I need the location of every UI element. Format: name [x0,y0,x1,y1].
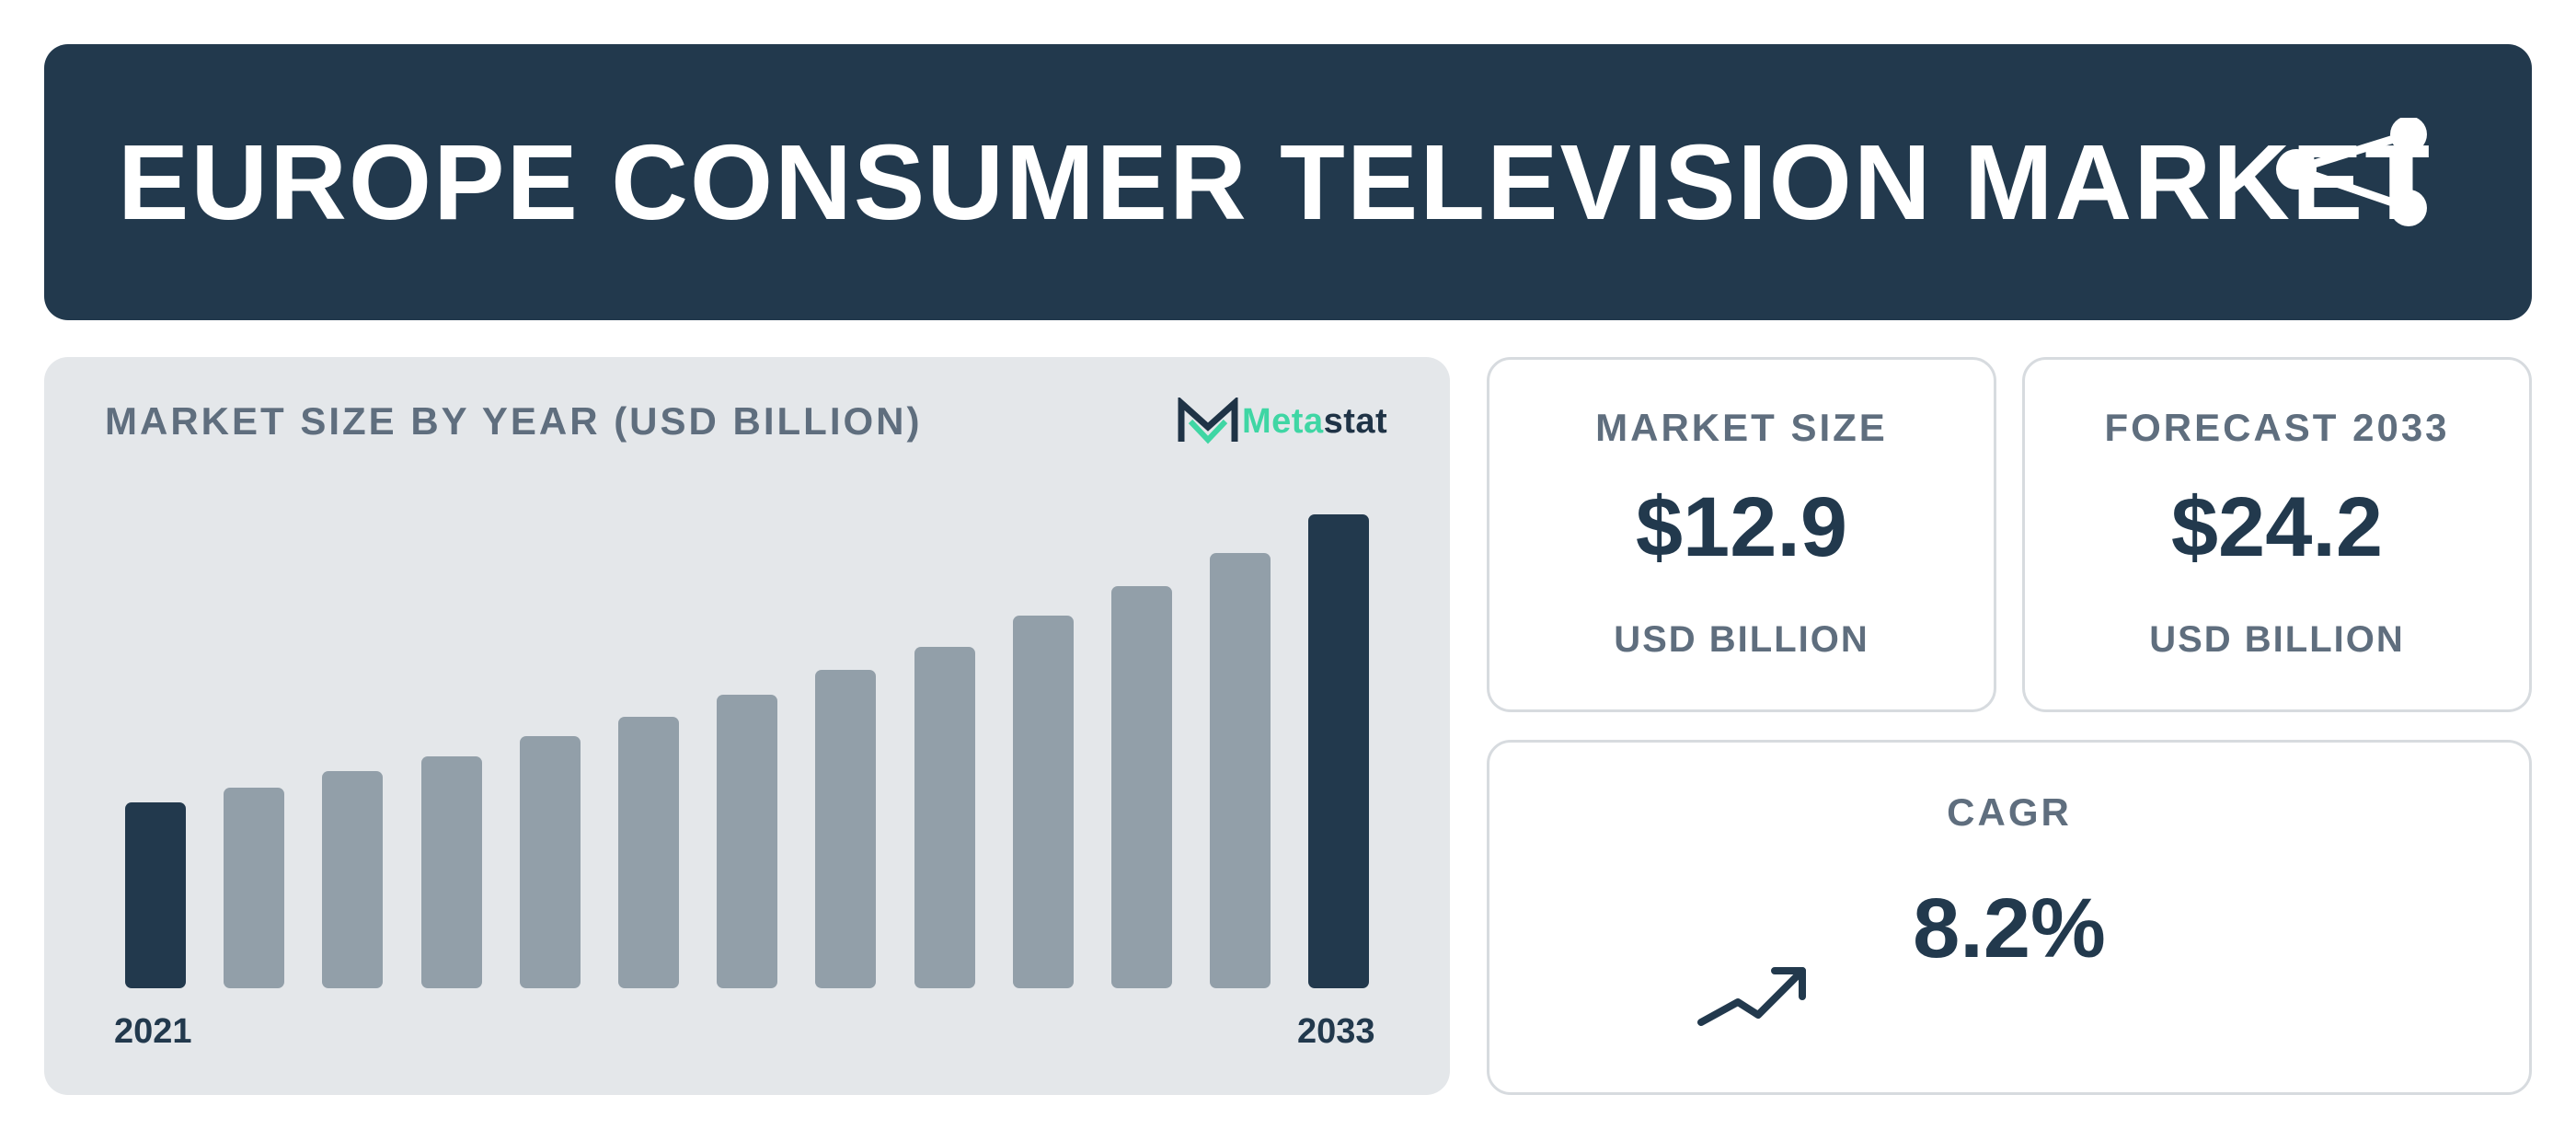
page-title: EUROPE CONSUMER TELEVISION MARKET [118,122,2432,242]
bar-series [44,357,1450,1095]
bar-2029 [914,647,975,988]
market-size-chart: MARKET SIZE BY YEAR (USD BILLION) Metast… [44,357,1450,1095]
forecast-label: FORECAST 2033 [2104,406,2450,449]
forecast-card: FORECAST 2033 $24.2 USD BILLION [2022,357,2532,712]
bar-2031 [1111,585,1172,988]
x-tick-label: 2021 [114,1012,192,1051]
bar-2027 [717,695,778,988]
metastat-m-logo [1178,398,1238,444]
logo-text-meta: Meta [1242,401,1324,441]
bar-2028 [815,670,877,988]
cagr-card: CAGR 8.2% [1487,740,2532,1095]
logo-text-stat: stat [1323,401,1388,441]
market-size-value: $12.9 [1635,480,1848,574]
bar-2024 [420,756,482,988]
bar-2021 [125,802,186,988]
cagr-label: CAGR [1947,790,2072,834]
forecast-value: $24.2 [2170,480,2384,574]
market-size-unit: USD BILLION [1614,619,1869,660]
bar-2032 [1210,552,1271,988]
x-tick-label: 2033 [1297,1012,1375,1051]
trend-up-icon [1697,967,1806,1026]
cagr-value: 8.2% [1913,882,2106,975]
market-size-card: MARKET SIZE $12.9 USD BILLION [1487,357,1996,712]
share-icon[interactable] [2271,118,2427,256]
market-size-label: MARKET SIZE [1595,406,1888,449]
bar-2022 [224,788,285,988]
forecast-unit: USD BILLION [2149,619,2405,660]
bar-2026 [618,716,679,988]
bar-2023 [322,771,384,988]
bar-2033 [1308,514,1370,988]
chart-title: MARKET SIZE BY YEAR (USD BILLION) [105,399,923,443]
bar-2025 [519,736,581,988]
metastat-logo: Metastat [1178,394,1387,449]
header-banner: EUROPE CONSUMER TELEVISION MARKET [44,44,2532,320]
bar-2030 [1012,616,1074,988]
